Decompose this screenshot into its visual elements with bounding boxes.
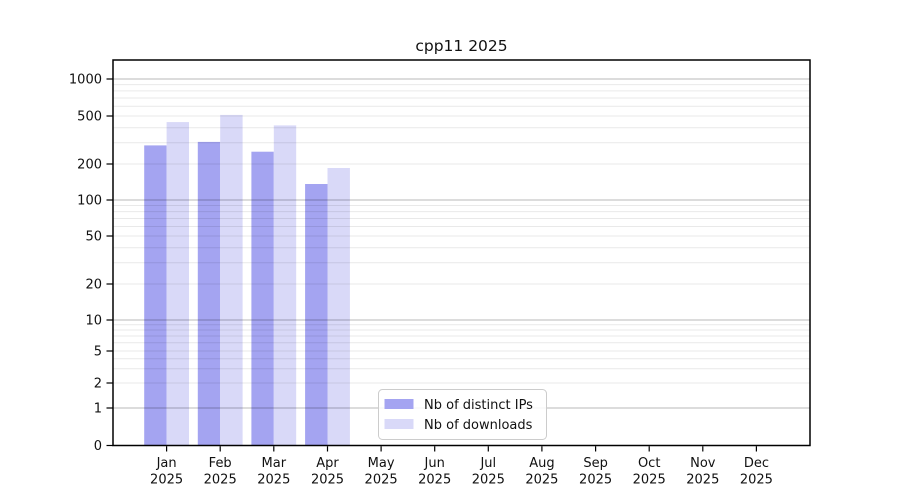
bar-downloads [327,168,350,446]
x-tick-label-month: Jul [479,456,496,471]
x-tick-label-year: 2025 [257,473,290,488]
bar-distinct-ips [144,145,167,446]
x-tick-label-month: Nov [690,456,716,471]
x-tick-label-year: 2025 [204,473,237,488]
x-tick-label-year: 2025 [472,473,505,488]
axis-layer: 0 1 2 5 10 20 50 100 200 500 1000 Jan 2025 Feb 2025 Mar… [69,73,773,488]
x-tick-label-year: 2025 [418,473,451,488]
x-tick-label-month: Apr [316,456,339,471]
bar-downloads [220,114,243,446]
y-tick-label: 1 [94,402,102,417]
y-tick-label: 2 [94,377,102,392]
y-tick-label: 10 [85,314,102,329]
legend: Nb of distinct IPs Nb of downloads [378,389,547,440]
y-tick-label: 0 [94,439,102,454]
bars-layer [144,114,350,446]
legend-label-downloads: Nb of downloads [424,418,533,433]
bar-distinct-ips [251,151,274,446]
x-tick-label-month: Jun [424,456,445,471]
plot-border [112,59,811,447]
legend-swatch-distinct-ips-icon [384,399,414,409]
y-tick-label: 100 [77,194,102,209]
legend-box [378,389,547,440]
x-tick-label-month: Oct [638,456,660,471]
x-tick-label-year: 2025 [365,473,398,488]
y-tick-label: 50 [85,230,102,245]
x-tick-label-month: May [368,456,395,471]
bar-distinct-ips [197,141,221,446]
bar-downloads [166,122,189,446]
y-tick-label: 1000 [69,73,102,88]
x-tick-label-year: 2025 [579,473,612,488]
x-tick-label-year: 2025 [311,473,344,488]
x-tick-label-month: Jan [156,456,177,471]
x-tick-label-year: 2025 [633,473,666,488]
y-tick-label: 200 [77,158,102,173]
x-tick-label-year: 2025 [686,473,719,488]
x-tick-label-month: Feb [209,456,232,471]
legend-swatch-downloads-icon [384,419,414,429]
y-tick-label: 5 [94,345,102,360]
bar-distinct-ips [305,184,328,446]
x-tick-label-month: Aug [529,456,554,471]
x-tick-label-year: 2025 [740,473,773,488]
y-tick-label: 20 [85,278,102,293]
x-tick-label-month: Sep [583,456,608,471]
legend-label-distinct-ips: Nb of distinct IPs [424,398,533,413]
x-tick-label-year: 2025 [525,473,558,488]
x-tick-label-month: Dec [744,456,769,471]
bar-downloads [273,125,297,446]
y-tick-label: 500 [77,110,102,125]
chart-title: cpp11 2025 [415,37,507,55]
x-tick-label-year: 2025 [150,473,183,488]
x-tick-label-month: Mar [262,456,287,471]
